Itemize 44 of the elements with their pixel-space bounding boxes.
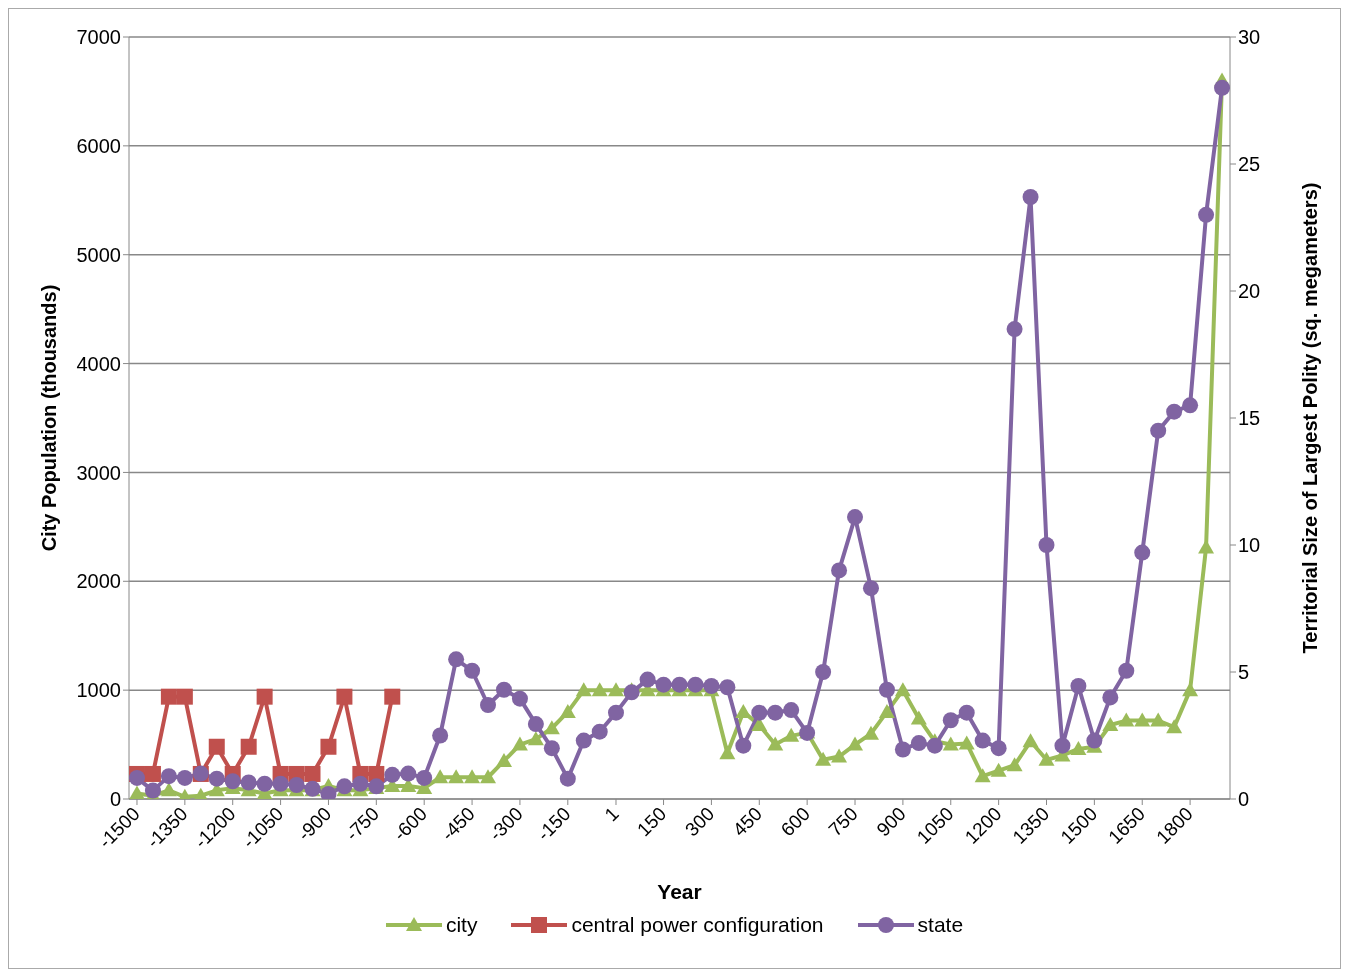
y2-tick-label: 5 bbox=[1238, 661, 1250, 684]
point bbox=[384, 688, 401, 705]
y2-tick-label: 20 bbox=[1238, 280, 1261, 303]
y2-tick-label: 10 bbox=[1238, 534, 1261, 557]
y-tick-label: 0 bbox=[109, 788, 121, 811]
y-tick-label: 1000 bbox=[76, 679, 121, 702]
y-tick-label: 2000 bbox=[76, 570, 121, 593]
x-tick-label: -450 bbox=[437, 802, 479, 845]
point bbox=[320, 738, 337, 755]
x-tick-label: -600 bbox=[389, 802, 432, 845]
y-tick-label: 6000 bbox=[76, 134, 121, 157]
x-tick-label: 150 bbox=[633, 802, 671, 841]
y-tick-label: 3000 bbox=[76, 461, 121, 484]
point bbox=[256, 688, 273, 705]
y2-axis-title: Territorial Size of Largest Polity (sq. megameters) bbox=[1299, 182, 1322, 654]
x-tick-label: 900 bbox=[872, 802, 910, 841]
x-tick-label: 450 bbox=[728, 802, 767, 841]
y2-tick-label: 0 bbox=[1238, 788, 1250, 811]
legend-label: city bbox=[445, 913, 478, 937]
legend-label: central power configuration bbox=[571, 913, 824, 937]
x-tick-label: -900 bbox=[293, 802, 336, 845]
point bbox=[304, 765, 321, 782]
x-tick-label: -150 bbox=[532, 802, 575, 845]
x-tick-label: 750 bbox=[824, 802, 862, 841]
point bbox=[176, 688, 193, 705]
y-tick-label: 5000 bbox=[76, 243, 121, 266]
point bbox=[336, 688, 353, 705]
point bbox=[240, 738, 257, 755]
x-tick-label: -300 bbox=[485, 802, 527, 845]
x-tick-label: 1 bbox=[600, 802, 623, 826]
point bbox=[160, 688, 177, 705]
y-tick-label: 4000 bbox=[76, 352, 121, 375]
point bbox=[208, 738, 225, 755]
x-tick-label: -750 bbox=[341, 802, 384, 845]
y-tick-label: 7000 bbox=[76, 26, 121, 49]
x-tick-label: 600 bbox=[776, 802, 814, 841]
y-axis-title: City Population (thousands) bbox=[38, 284, 61, 552]
point bbox=[144, 765, 161, 782]
y2-tick-label: 25 bbox=[1238, 153, 1261, 176]
y2-tick-label: 30 bbox=[1238, 26, 1261, 49]
y2-tick-label: 15 bbox=[1238, 407, 1261, 430]
x-tick-label: 300 bbox=[680, 802, 719, 841]
x-axis-title: Year bbox=[657, 880, 702, 903]
legend-label: state bbox=[917, 913, 964, 937]
